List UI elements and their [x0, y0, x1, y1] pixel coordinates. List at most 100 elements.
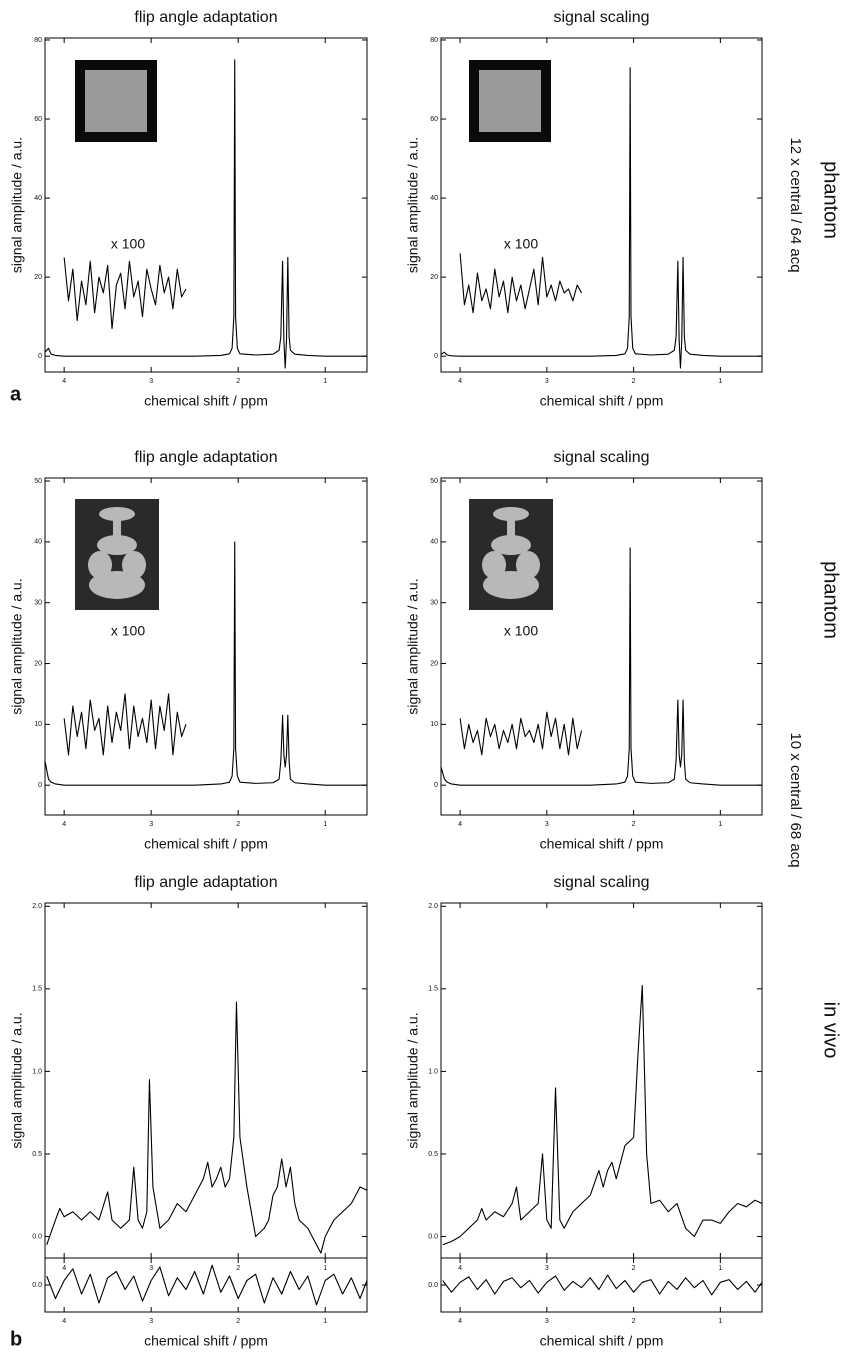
spectrum-line	[442, 1274, 763, 1296]
y-axis-label: signal amplitude / a.u.	[9, 578, 25, 714]
y-tick-label: 0.0	[428, 1282, 438, 1289]
spectrum-line	[440, 67, 762, 369]
y-tick-label: 2.0	[32, 903, 42, 910]
y-tick-label: 0.0	[428, 1233, 438, 1240]
annotation: x 100	[504, 623, 538, 639]
x-tick-label: 1	[323, 821, 327, 828]
x-tick-label: 1	[718, 1265, 722, 1272]
y-tick-label: 50	[34, 478, 42, 485]
panel-label: a	[10, 383, 22, 405]
x-tick-label: 3	[545, 378, 549, 385]
y-tick-label: 20	[34, 274, 42, 281]
x-tick-label: 2	[632, 821, 636, 828]
annotation: x 100	[111, 623, 145, 639]
spectrum-line	[44, 541, 367, 786]
y-tick-label: 20	[430, 660, 438, 667]
x-tick-label: 3	[545, 1318, 549, 1325]
spectrum-line	[63, 693, 187, 756]
x-tick-label: 4	[458, 378, 462, 385]
y-axis-label: signal amplitude / a.u.	[405, 1012, 421, 1148]
x-tick-label: 1	[323, 1318, 327, 1325]
plot-frame	[440, 37, 763, 373]
y-tick-label: 40	[34, 195, 42, 202]
x-tick-label: 2	[632, 1318, 636, 1325]
chart-title: signal scaling	[553, 9, 649, 26]
x-tick-label: 1	[323, 1265, 327, 1272]
x-axis-label: chemical shift / ppm	[540, 1333, 664, 1349]
y-tick-label: 50	[430, 478, 438, 485]
spectrum-line	[44, 59, 367, 369]
y-tick-label: 0	[434, 353, 438, 360]
y-tick-label: 0	[38, 782, 42, 789]
spectrum-line	[442, 985, 763, 1246]
x-tick-label: 2	[236, 1265, 240, 1272]
plot-frame	[44, 477, 368, 816]
y-tick-label: 10	[430, 721, 438, 728]
x-axis-label: chemical shift / ppm	[540, 836, 664, 852]
panel-label: b	[10, 1328, 22, 1350]
y-axis-label: signal amplitude / a.u.	[405, 137, 421, 273]
plot-frame	[440, 477, 763, 816]
side-label: 10 x central / 68 acq	[787, 732, 804, 867]
y-tick-label: 1.5	[32, 986, 42, 993]
y-tick-label: 40	[34, 539, 42, 546]
y-tick-label: 80	[430, 37, 438, 44]
plot-frame	[44, 37, 368, 373]
plot-frame	[44, 902, 368, 1259]
x-tick-label: 4	[62, 1318, 66, 1325]
chart-title: flip angle adaptation	[134, 449, 277, 466]
x-tick-label: 3	[149, 1318, 153, 1325]
x-tick-label: 3	[149, 378, 153, 385]
x-tick-label: 3	[149, 1265, 153, 1272]
x-tick-label: 4	[458, 821, 462, 828]
y-tick-label: 60	[34, 116, 42, 123]
x-axis-label: chemical shift / ppm	[144, 1333, 268, 1349]
spectrum-line	[46, 1001, 368, 1254]
chart-title: flip angle adaptation	[134, 9, 277, 26]
y-tick-label: 80	[34, 37, 42, 44]
x-tick-label: 2	[236, 1318, 240, 1325]
chart-title: signal scaling	[553, 874, 649, 891]
inset-image	[75, 499, 553, 610]
y-tick-label: 0.0	[32, 1233, 42, 1240]
y-tick-label: 40	[430, 539, 438, 546]
x-tick-label: 1	[718, 1318, 722, 1325]
side-label: 12 x central / 64 acq	[787, 137, 804, 272]
annotation: x 100	[111, 236, 145, 252]
x-axis-label: chemical shift / ppm	[144, 393, 268, 409]
y-axis-label: signal amplitude / a.u.	[405, 578, 421, 714]
x-tick-label: 1	[323, 378, 327, 385]
x-tick-label: 2	[632, 1265, 636, 1272]
y-tick-label: 0.0	[32, 1282, 42, 1289]
x-axis-label: chemical shift / ppm	[540, 393, 664, 409]
y-tick-label: 60	[430, 116, 438, 123]
x-tick-label: 4	[458, 1265, 462, 1272]
x-axis-label: chemical shift / ppm	[144, 836, 268, 852]
chart-title: signal scaling	[553, 449, 649, 466]
y-tick-label: 20	[34, 660, 42, 667]
y-axis-label: signal amplitude / a.u.	[9, 137, 25, 273]
x-tick-label: 3	[545, 821, 549, 828]
y-axis-label: signal amplitude / a.u.	[9, 1012, 25, 1148]
x-tick-label: 3	[149, 821, 153, 828]
y-tick-label: 1.0	[428, 1068, 438, 1075]
y-tick-label: 40	[430, 195, 438, 202]
spectrum-line	[63, 257, 187, 330]
y-tick-label: 30	[34, 600, 42, 607]
annotation: x 100	[504, 236, 538, 252]
spectrum-line	[46, 1264, 368, 1306]
inset-image	[75, 60, 551, 142]
x-tick-label: 2	[236, 378, 240, 385]
y-tick-label: 30	[430, 600, 438, 607]
plot-frame	[440, 902, 763, 1259]
y-tick-label: 1.5	[428, 986, 438, 993]
side-label: in vivo	[820, 1002, 842, 1059]
x-tick-label: 3	[545, 1265, 549, 1272]
y-tick-label: 0	[38, 353, 42, 360]
y-tick-label: 0.5	[32, 1151, 42, 1158]
x-tick-label: 4	[62, 378, 66, 385]
spectrum-line	[440, 547, 762, 786]
y-tick-label: 0	[434, 782, 438, 789]
chart-title: flip angle adaptation	[134, 874, 277, 891]
x-tick-label: 1	[718, 821, 722, 828]
